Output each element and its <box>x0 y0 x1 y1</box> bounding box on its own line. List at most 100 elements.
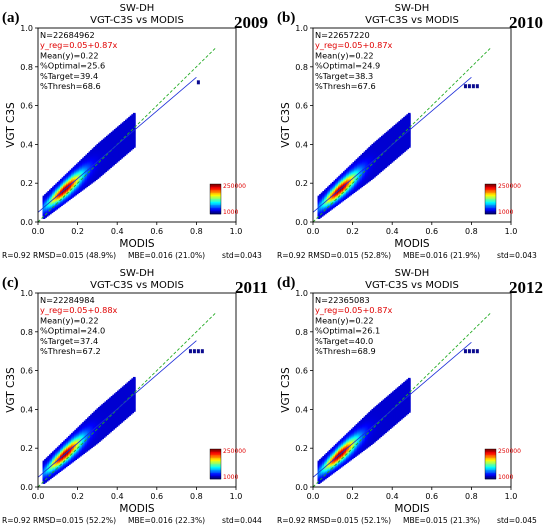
density-cell <box>328 184 332 188</box>
colorbar-segment <box>485 199 496 201</box>
density-cell <box>110 131 114 135</box>
density-cell <box>376 139 379 143</box>
chart-title-line1: SW-DH <box>395 3 430 14</box>
density-cell <box>67 435 71 439</box>
density-cell <box>129 115 133 119</box>
density-cell <box>102 138 106 142</box>
density-cell <box>42 460 46 464</box>
density-cell <box>346 168 349 171</box>
density-cell <box>56 446 60 450</box>
density-cell <box>115 391 119 395</box>
colorbar-segment <box>485 209 496 212</box>
density-cell <box>132 112 136 116</box>
density-cell <box>379 137 383 140</box>
y-tick-label: 0.4 <box>295 140 308 149</box>
density-cell <box>120 123 123 127</box>
colorbar-segment <box>210 188 221 191</box>
density-cell <box>82 422 85 425</box>
colorbar-segment <box>210 200 221 203</box>
density-cell <box>366 148 370 152</box>
density-cell <box>91 148 95 152</box>
y-tick-label: 0.4 <box>20 140 33 149</box>
colorbar-max-label: 250000 <box>223 183 246 190</box>
density-cell <box>336 177 340 181</box>
scatter-panel-c: 0.0 0.0 0.2 0.2 0.4 0.4 0.6 0.6 0.8 0.8 1.0 1.0 MODI… <box>0 265 275 530</box>
density-cell <box>330 183 334 187</box>
colorbar-min-label: 1000 <box>498 209 513 216</box>
density-cell <box>338 175 341 179</box>
density-cell <box>104 401 108 405</box>
annotation-0: N=22657220 <box>315 30 370 40</box>
density-cell <box>344 169 348 173</box>
density-cell <box>390 127 394 131</box>
density-cell <box>371 143 375 147</box>
density-cell <box>61 177 65 181</box>
colorbar-segment <box>210 205 221 207</box>
colorbar-segment <box>210 199 221 201</box>
colorbar-segment <box>485 200 496 203</box>
density-cell <box>109 397 112 401</box>
density-cell <box>388 129 392 132</box>
panel-label: (b) <box>277 10 295 26</box>
colorbar-frame <box>209 183 222 215</box>
density-cell <box>335 178 338 182</box>
chart-title-line2: VGT-C3S vs MODIS <box>365 15 459 26</box>
density-cell <box>71 432 74 436</box>
colorbar-frame <box>484 183 497 215</box>
density-cell <box>361 153 365 156</box>
density-cell <box>55 448 59 451</box>
density-cell <box>352 162 356 165</box>
density-cell <box>369 145 373 149</box>
density-cell <box>63 440 66 444</box>
density-cell <box>60 443 63 447</box>
density-cell <box>72 431 76 435</box>
annotation-0: N=22684962 <box>40 30 95 40</box>
density-cell <box>79 425 82 428</box>
density-cell <box>66 437 70 441</box>
density-cell <box>331 181 335 185</box>
density-cell <box>45 192 49 196</box>
density-cell <box>393 125 397 128</box>
stats-0: R=0.92 <box>2 251 31 260</box>
density-cell <box>64 439 68 442</box>
density-cell <box>66 172 70 176</box>
x-tick-label: 0.6 <box>425 227 438 236</box>
x-axis-label: MODIS <box>394 238 430 250</box>
y-tick-label: 0.6 <box>295 102 308 111</box>
colorbar-segment <box>485 208 496 210</box>
outlier-cell <box>475 84 479 89</box>
density-cell <box>77 426 81 430</box>
density-cell <box>319 194 322 197</box>
density-cell <box>79 160 82 164</box>
density-cell <box>101 139 104 143</box>
density-cell <box>44 459 47 462</box>
x-tick-label: 0.0 <box>307 227 320 236</box>
stats-2: MBE=0.016 (21.9%) <box>403 251 480 260</box>
density-cloud <box>42 349 204 484</box>
density-cell <box>365 149 368 153</box>
y-tick-label: 0.8 <box>20 63 33 72</box>
density-cell <box>115 127 119 131</box>
density-cell <box>44 194 47 197</box>
density-cell <box>113 129 117 132</box>
density-cell <box>47 455 51 459</box>
density-cell <box>74 165 78 168</box>
y-tick-label: 0.6 <box>20 102 33 111</box>
regression-line <box>37 76 197 213</box>
density-cell <box>106 400 109 403</box>
density-cell <box>112 394 116 398</box>
density-cell <box>53 184 57 188</box>
colorbar-segment <box>485 196 496 198</box>
outlier-cell <box>467 84 471 89</box>
colorbar-segment <box>485 203 496 206</box>
density-cell <box>86 153 90 156</box>
colorbar-segment <box>485 194 496 197</box>
chart-title-line1: SW-DH <box>120 3 155 14</box>
density-cell <box>395 123 398 127</box>
density-cell <box>342 171 346 174</box>
colorbar-segment <box>485 187 496 189</box>
colorbar-segment <box>485 188 496 191</box>
x-tick-label: 0.2 <box>346 227 359 236</box>
colorbar-segment <box>485 202 496 204</box>
density-cell <box>381 135 384 139</box>
